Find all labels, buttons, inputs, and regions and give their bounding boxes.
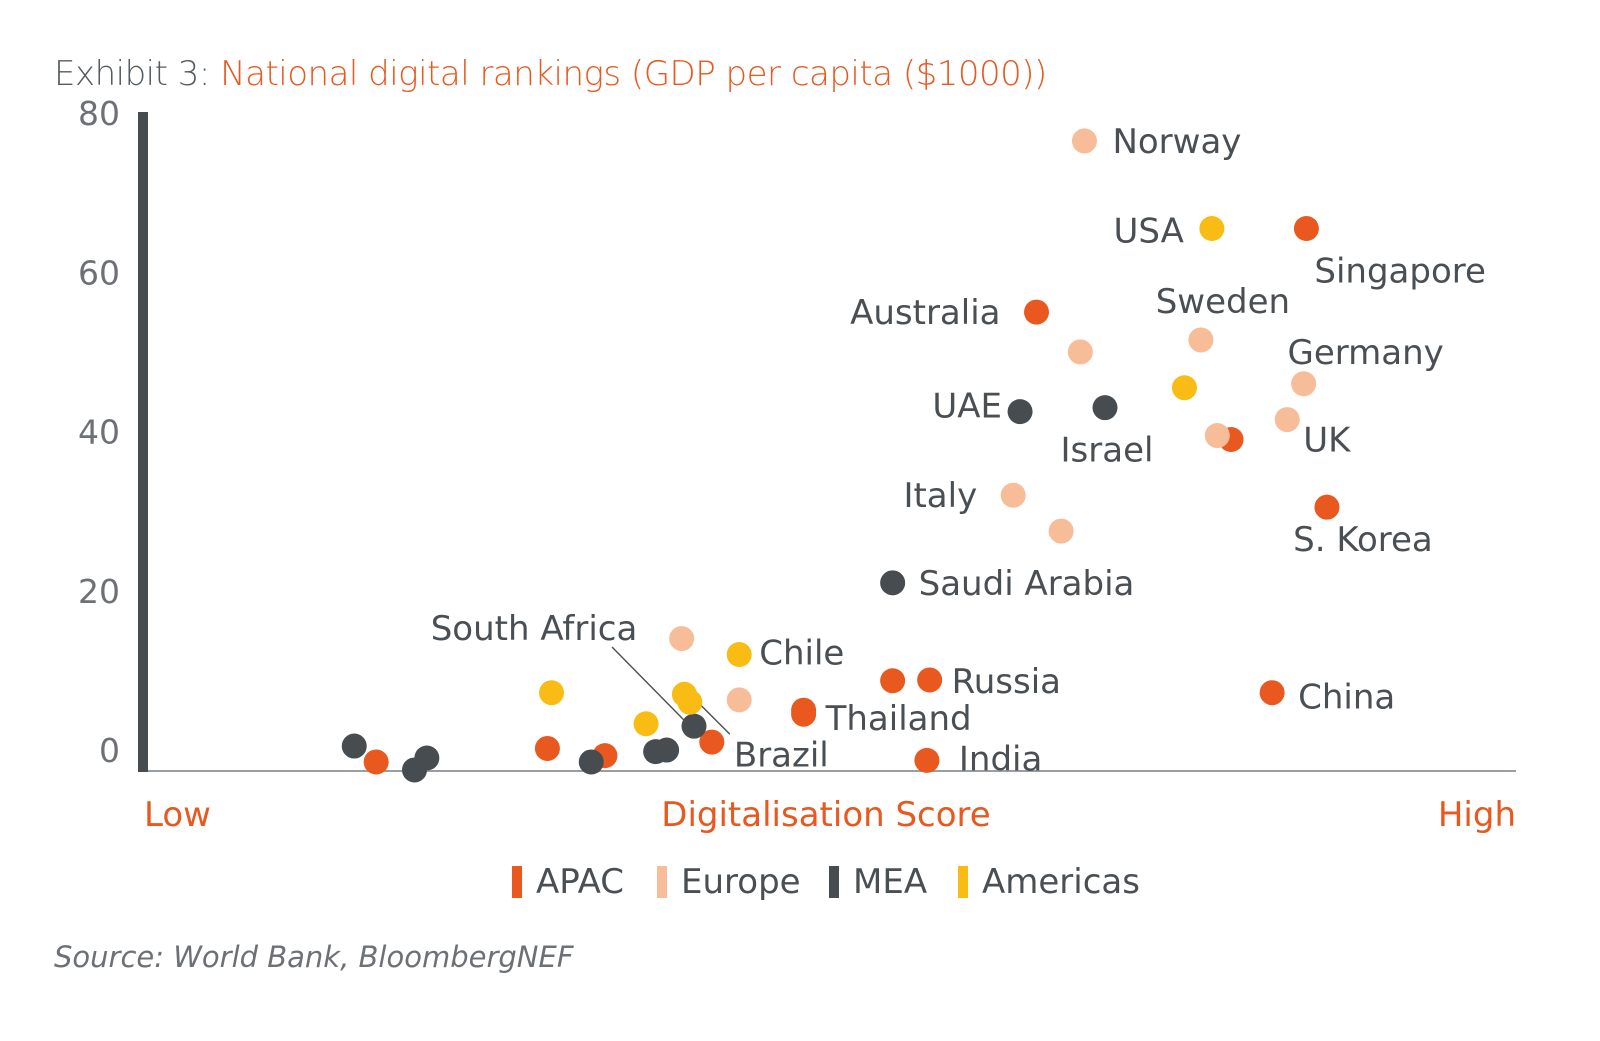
legend-swatch-apac — [512, 866, 522, 898]
point-apac — [791, 701, 817, 727]
point-apac — [917, 667, 943, 693]
point-apac — [880, 668, 906, 694]
legend-label-mea: MEA — [853, 862, 927, 902]
source-note: Source: World Bank, BloombergNEF — [54, 940, 574, 974]
point-label: Israel — [1061, 431, 1154, 471]
point-americas — [1199, 215, 1225, 241]
point-apac — [534, 735, 560, 761]
point-label: China — [1298, 678, 1395, 718]
point-americas — [633, 711, 659, 737]
point-label: Chile — [759, 633, 844, 673]
point-label: Singapore — [1314, 251, 1486, 291]
point-mea — [880, 570, 906, 596]
point-europe — [1274, 407, 1300, 433]
title-prefix: Exhibit 3: — [54, 54, 221, 94]
leader-line-south-africa — [611, 646, 687, 723]
legend-label-apac: APAC — [536, 862, 624, 902]
y-tick-label: 20 — [78, 572, 120, 611]
y-tick-label: 40 — [78, 413, 120, 452]
legend-swatch-mea — [829, 866, 839, 898]
point-americas — [726, 641, 752, 667]
point-label: Russia — [952, 662, 1061, 702]
point-label: Australia — [850, 293, 1000, 333]
point-europe — [1291, 371, 1317, 397]
point-label: USA — [1114, 211, 1184, 251]
point-label: Germany — [1288, 333, 1444, 373]
point-apac — [914, 747, 940, 773]
legend-label-americas: Americas — [982, 862, 1140, 902]
point-apac — [1293, 215, 1319, 241]
point-mea — [654, 737, 680, 763]
point-europe — [669, 626, 695, 652]
point-apac — [1259, 680, 1285, 706]
point-label: India — [959, 739, 1042, 779]
x-axis-high-label: High — [1438, 795, 1516, 835]
legend: APAC Europe MEA Americas — [512, 862, 1140, 902]
point-label: Brazil — [734, 735, 829, 775]
point-americas — [677, 689, 703, 715]
point-europe — [1048, 518, 1074, 544]
data-points — [341, 128, 1340, 783]
point-europe — [1067, 339, 1093, 365]
point-mea — [414, 745, 440, 771]
point-europe — [1204, 423, 1230, 449]
point-americas — [539, 680, 565, 706]
point-europe — [1188, 327, 1214, 353]
title-main: National digital rankings (GDP per capit… — [220, 54, 1047, 94]
legend-swatch-europe — [657, 866, 667, 898]
point-label: Italy — [903, 476, 977, 516]
point-label: UK — [1303, 421, 1352, 461]
y-axis-line — [138, 112, 148, 772]
chart-title: Exhibit 3: National digital rankings (GD… — [54, 54, 1047, 94]
point-mea — [1092, 395, 1118, 421]
point-apac — [363, 749, 389, 775]
point-label: UAE — [932, 387, 1002, 427]
point-label: Thailand — [825, 699, 972, 739]
leader-lines — [611, 646, 731, 735]
legend-swatch-americas — [958, 866, 968, 898]
point-label: Sweden — [1156, 282, 1290, 322]
y-tick-label: 80 — [78, 94, 120, 133]
y-tick-labels: 0 20 40 60 80 — [78, 94, 120, 770]
point-europe — [726, 687, 752, 713]
point-mea — [1007, 399, 1033, 425]
point-label: South Africa — [431, 609, 638, 649]
point-mea — [578, 749, 604, 775]
x-axis-labels: Low Digitalisation Score High — [144, 795, 1516, 835]
point-europe — [1000, 482, 1026, 508]
point-label: S. Korea — [1293, 520, 1433, 560]
point-americas — [1171, 375, 1197, 401]
point-mea — [681, 713, 707, 739]
y-tick-label: 60 — [78, 253, 120, 292]
point-label: Norway — [1112, 122, 1241, 162]
point-apac — [1314, 494, 1340, 520]
x-axis-title: Digitalisation Score — [661, 795, 990, 835]
point-apac — [699, 729, 725, 755]
point-label: Saudi Arabia — [919, 564, 1135, 604]
point-apac — [1024, 299, 1049, 325]
x-axis-low-label: Low — [144, 795, 211, 835]
y-tick-label: 0 — [99, 731, 120, 770]
point-mea — [341, 733, 367, 759]
legend-label-europe: Europe — [681, 862, 801, 902]
point-europe — [1071, 128, 1097, 154]
